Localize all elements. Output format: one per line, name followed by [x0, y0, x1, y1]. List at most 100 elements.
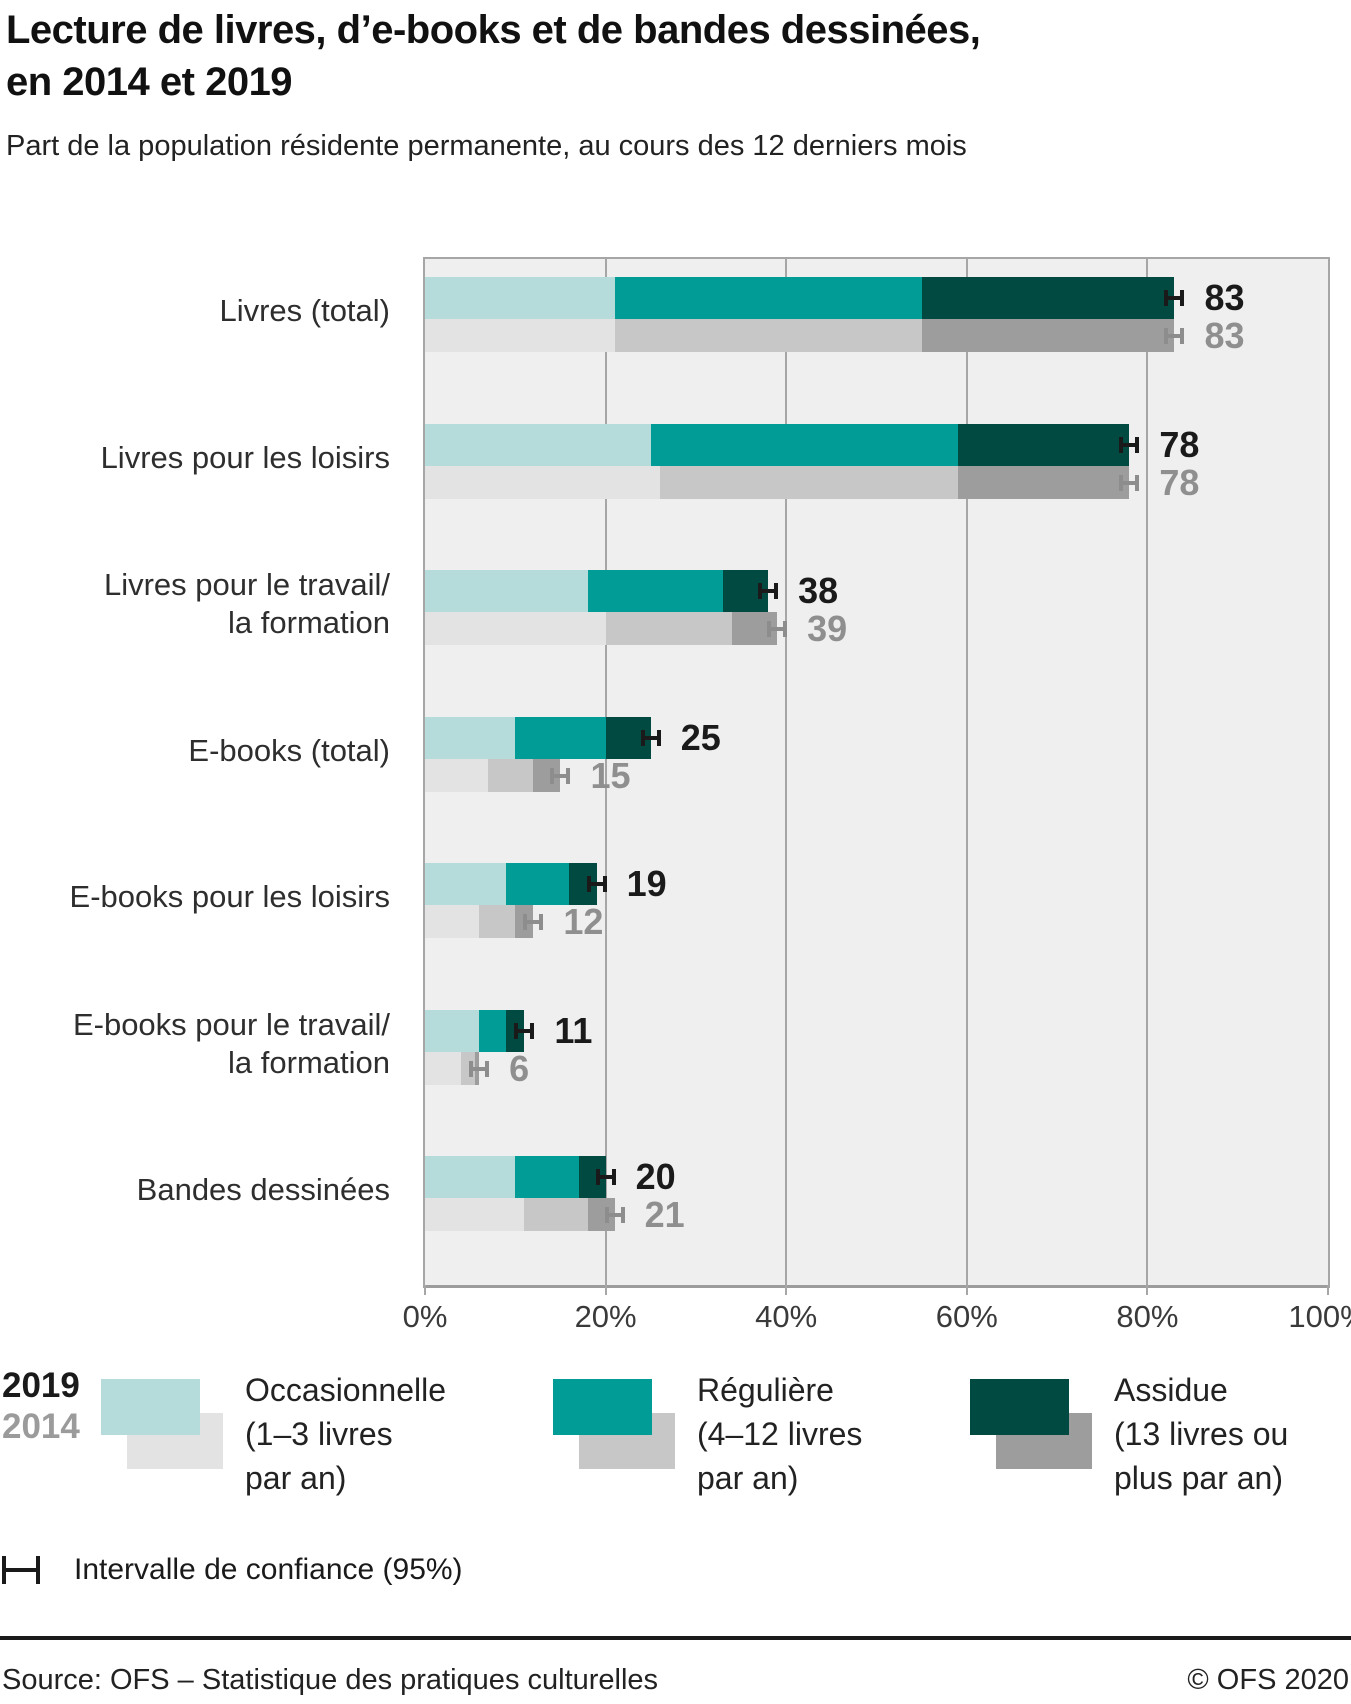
x-axis-tick-label-0: 0% [402, 1299, 448, 1334]
confidence-interval-label: Intervalle de confiance (95%) [74, 1553, 463, 1586]
bar-2014 [425, 759, 561, 792]
bar-segment-2019-level3 [921, 277, 1175, 319]
value-label-2014: 6 [509, 1048, 530, 1089]
ci-icon-line [6, 1568, 36, 1572]
ci-cap [523, 913, 528, 930]
category-label: E-books pour les loisirs [69, 878, 390, 914]
legend-year-2014-label: 2014 [2, 1407, 80, 1446]
page-title: Lecture de livres, d’e-books et de bande… [6, 8, 981, 104]
footer-divider [0, 1636, 1351, 1640]
gridline-20pct [604, 259, 607, 1285]
legend-swatch-2019 [101, 1379, 200, 1435]
value-label-2019: 19 [626, 863, 667, 904]
bar-segment-2014-level3 [957, 466, 1130, 499]
bar-segment-2014-level3 [921, 319, 1175, 352]
value-label-2019: 11 [554, 1010, 593, 1051]
ci-line [771, 626, 784, 631]
ci-cap [566, 767, 571, 784]
x-axis-tick-100 [1327, 1285, 1329, 1295]
ci-cap [611, 1169, 616, 1185]
x-axis-tick-label-40: 40% [755, 1299, 818, 1334]
ci-cap [640, 730, 645, 746]
category-label: Bandes dessinées [136, 1171, 390, 1207]
category-label: Livres pour les loisirs [100, 439, 390, 475]
ci-cap [469, 1060, 474, 1077]
ci-cap [604, 1206, 609, 1223]
bar-segment-2019-level2 [614, 277, 922, 319]
ci-line [1123, 480, 1136, 485]
value-label-2014: 78 [1159, 462, 1200, 503]
ci-cap [514, 1023, 519, 1039]
legend-year-2019-label: 2019 [2, 1366, 80, 1405]
legend-swatch-2019 [553, 1379, 652, 1435]
bar-2019 [425, 424, 1130, 466]
ci-cap [767, 620, 772, 637]
ci-cap [1119, 474, 1124, 491]
ci-line [599, 1175, 612, 1179]
bar-segment-2014-level1 [425, 1052, 462, 1085]
bar-segment-2019-level2 [515, 717, 606, 759]
category-label: Livres pour le travail/ la formation [103, 566, 390, 640]
bar-2019 [425, 717, 651, 759]
ci-cap [1164, 290, 1169, 306]
ci-cap [620, 1206, 625, 1223]
value-label-2014: 12 [563, 901, 604, 942]
ci-line [473, 1066, 486, 1071]
value-label-2014: 15 [590, 755, 631, 796]
footer-source: Source: OFS – Statistique des pratiques … [2, 1664, 659, 1696]
x-axis-tick-0 [424, 1285, 426, 1295]
bar-2014 [425, 1198, 615, 1231]
bar-2014 [425, 905, 534, 938]
ci-line [554, 773, 567, 778]
confidence-interval-marker-2014 [1164, 327, 1185, 344]
ci-cap [602, 876, 607, 892]
y-axis-category-labels: Livres (total) Livres pour les loisirs Liv… [0, 257, 390, 1283]
bar-segment-2014-level1 [425, 759, 489, 792]
ci-icon-right-cap [36, 1556, 40, 1584]
gridline-60pct [965, 259, 968, 1285]
confidence-interval-marker-2014 [767, 620, 788, 637]
legend-item-label: Occasionnelle (1–3 livres par an) [245, 1372, 446, 1496]
ci-icon-left-cap [2, 1556, 6, 1584]
value-label-2019: 78 [1159, 424, 1200, 465]
bar-2019 [425, 1010, 525, 1052]
ci-line [1168, 296, 1181, 300]
bar-segment-2014-level1 [425, 319, 615, 352]
bar-segment-2014-level2 [524, 1198, 588, 1231]
plot-area: 83 83 78 78 38 39 25 15 19 12 11 6 20 21 0% 20% 40% 60% 80… [403, 257, 1351, 1334]
x-axis-tick-60 [965, 1285, 968, 1295]
value-label-2019: 83 [1204, 277, 1245, 318]
page-subtitle: Part de la population résidente permanen… [6, 130, 967, 162]
ci-line [590, 882, 603, 886]
bar-2019 [425, 277, 1175, 319]
ci-cap [539, 913, 544, 930]
x-axis-tick-40 [785, 1285, 788, 1295]
ci-cap [1135, 474, 1140, 491]
bar-2014 [425, 466, 1130, 499]
bar-segment-2019-level1 [425, 277, 615, 319]
confidence-interval-marker-2019 [1164, 290, 1185, 306]
bar-segment-2014-level2 [479, 905, 516, 938]
bar-segment-2014-level1 [425, 905, 480, 938]
bar-segment-2019-level1 [425, 424, 651, 466]
ci-cap [1180, 327, 1185, 344]
ci-line [1168, 333, 1181, 338]
confidence-interval-marker-2014 [604, 1206, 625, 1223]
ci-cap [774, 583, 779, 599]
bar-segment-2019-level2 [587, 570, 723, 612]
gridline-40pct [785, 259, 788, 1285]
bar-segment-2014-level1 [425, 1198, 525, 1231]
ci-line [1123, 443, 1136, 447]
ci-cap [656, 730, 661, 746]
category-label: Livres (total) [219, 292, 390, 328]
bar-segment-2014-level1 [425, 466, 660, 499]
bar-segment-2014-level2 [488, 759, 534, 792]
value-label-2019: 38 [798, 570, 839, 611]
category-label: E-books (total) [188, 732, 390, 768]
ci-line [518, 1029, 531, 1033]
value-label-2019: 25 [680, 717, 721, 758]
bar-segment-2019-level3 [957, 424, 1130, 466]
ci-line [644, 736, 657, 740]
x-axis-tick-label-60: 60% [935, 1299, 998, 1334]
value-label-2019: 20 [635, 1156, 676, 1197]
